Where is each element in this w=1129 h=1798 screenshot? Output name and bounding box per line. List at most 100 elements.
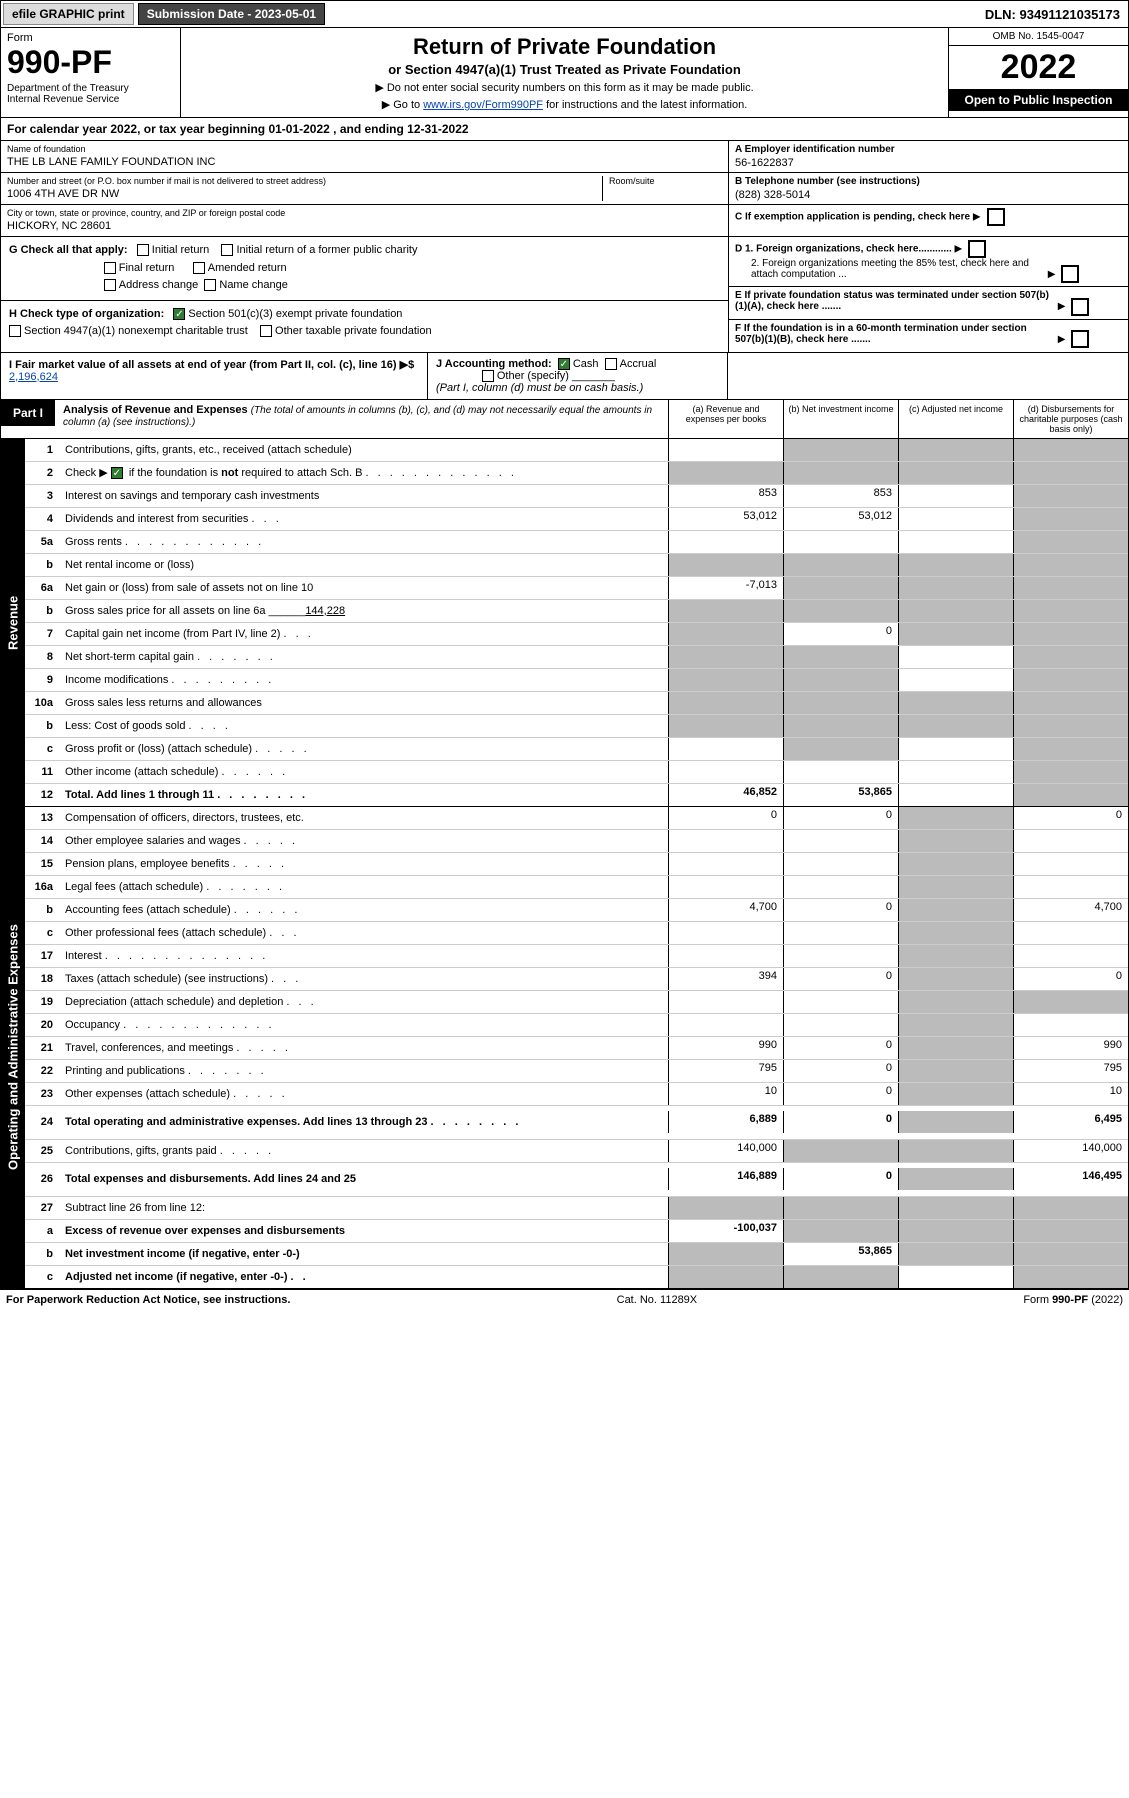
form-link[interactable]: www.irs.gov/Form990PF — [423, 99, 543, 111]
row-21: Travel, conferences, and meetings . . . … — [61, 1040, 668, 1056]
revenue-section: Revenue 1Contributions, gifts, grants, e… — [0, 439, 1129, 807]
g-opt-2: Address change — [119, 279, 199, 291]
r27b-b: 53,865 — [783, 1243, 898, 1265]
expenses-side-label: Operating and Administrative Expenses — [1, 807, 25, 1288]
r3-b: 853 — [783, 485, 898, 507]
row-10c: Gross profit or (loss) (attach schedule)… — [61, 741, 668, 757]
addr-label: Number and street (or P.O. box number if… — [7, 176, 602, 186]
checkbox-d2[interactable] — [1061, 265, 1079, 283]
h-section: H Check type of organization: ✓Section 5… — [1, 301, 728, 346]
part1-title: Analysis of Revenue and Expenses — [63, 404, 248, 416]
checkbox-accrual[interactable] — [605, 358, 617, 370]
row-22: Printing and publications . . . . . . . — [61, 1063, 668, 1079]
row-17: Interest . . . . . . . . . . . . . . — [61, 948, 668, 964]
r24-a: 6,889 — [668, 1111, 783, 1133]
checkbox-initial[interactable] — [137, 244, 149, 256]
j-cash: Cash — [573, 358, 599, 370]
g-opt-5: Name change — [219, 279, 288, 291]
checkbox-name-change[interactable] — [204, 279, 216, 291]
g-section: G Check all that apply: Initial return I… — [1, 237, 728, 301]
d2-label: 2. Foreign organizations meeting the 85%… — [735, 258, 1045, 280]
checkbox-cash[interactable]: ✓ — [558, 358, 570, 370]
row-3: Interest on savings and temporary cash i… — [61, 488, 668, 504]
checkbox-final[interactable] — [104, 262, 116, 274]
header-left: Form 990-PF Department of the Treasury I… — [1, 28, 181, 117]
city-label: City or town, state or province, country… — [7, 208, 722, 218]
tax-year: 2022 — [949, 46, 1128, 89]
r26-d: 146,495 — [1013, 1168, 1128, 1190]
f-label: F If the foundation is in a 60-month ter… — [735, 323, 1055, 345]
f-section-2 — [728, 353, 1128, 399]
row-20: Occupancy . . . . . . . . . . . . . — [61, 1017, 668, 1033]
r23-a: 10 — [668, 1083, 783, 1105]
checkbox-schb[interactable]: ✓ — [111, 467, 123, 479]
checkbox-e[interactable] — [1071, 298, 1089, 316]
note2-post: for instructions and the latest informat… — [543, 99, 747, 111]
row-19: Depreciation (attach schedule) and deple… — [61, 994, 668, 1010]
foundation-name: THE LB LANE FAMILY FOUNDATION INC — [7, 156, 722, 168]
checkbox-other-method[interactable] — [482, 370, 494, 382]
header-right: OMB No. 1545-0047 2022 Open to Public In… — [948, 28, 1128, 117]
checkbox-initial-former[interactable] — [221, 244, 233, 256]
col-a-hdr: (a) Revenue and expenses per books — [668, 400, 783, 438]
row-4: Dividends and interest from securities .… — [61, 511, 668, 527]
row-16b: Accounting fees (attach schedule) . . . … — [61, 902, 668, 918]
checkbox-amended[interactable] — [193, 262, 205, 274]
room-label: Room/suite — [609, 176, 722, 186]
addr-cell: Number and street (or P.O. box number if… — [1, 173, 728, 205]
row-24: Total operating and administrative expen… — [61, 1114, 668, 1130]
a-cell: A Employer identification number 56-1622… — [729, 141, 1128, 173]
row-14: Other employee salaries and wages . . . … — [61, 833, 668, 849]
row-23: Other expenses (attach schedule) . . . .… — [61, 1086, 668, 1102]
name-label: Name of foundation — [7, 144, 722, 154]
title-sub: or Section 4947(a)(1) Trust Treated as P… — [187, 62, 942, 77]
checkbox-4947[interactable] — [9, 325, 21, 337]
note2-pre: ▶ Go to — [382, 99, 423, 111]
row-8: Net short-term capital gain . . . . . . … — [61, 649, 668, 665]
checkbox-d1[interactable] — [968, 240, 986, 258]
form-number: 990-PF — [7, 44, 174, 81]
j-accrual: Accrual — [620, 358, 657, 370]
checkbox-c[interactable] — [987, 208, 1005, 226]
efile-button[interactable]: efile GRAPHIC print — [3, 3, 134, 25]
row-18: Taxes (attach schedule) (see instruction… — [61, 971, 668, 987]
d-cell: D 1. Foreign organizations, check here..… — [729, 237, 1128, 287]
r4-a: 53,012 — [668, 508, 783, 530]
col-b-hdr: (b) Net investment income — [783, 400, 898, 438]
top-bar: efile GRAPHIC print Submission Date - 20… — [0, 0, 1129, 28]
row-9: Income modifications . . . . . . . . . — [61, 672, 668, 688]
row-10a: Gross sales less returns and allowances — [61, 695, 668, 711]
r24-d: 6,495 — [1013, 1111, 1128, 1133]
submission-button[interactable]: Submission Date - 2023-05-01 — [138, 3, 325, 25]
part1-header: Part I Analysis of Revenue and Expenses … — [0, 400, 1129, 439]
r21-d: 990 — [1013, 1037, 1128, 1059]
a-label: A Employer identification number — [735, 144, 1122, 155]
note-1: ▶ Do not enter social security numbers o… — [187, 81, 942, 94]
calendar-year: For calendar year 2022, or tax year begi… — [0, 118, 1129, 141]
row-27b: Net investment income (if negative, ente… — [61, 1246, 668, 1262]
checkbox-f[interactable] — [1071, 330, 1089, 348]
r21-b: 0 — [783, 1037, 898, 1059]
row-7: Capital gain net income (from Part IV, l… — [61, 626, 668, 642]
checkbox-501c3[interactable]: ✓ — [173, 308, 185, 320]
row-12: Total. Add lines 1 through 11 . . . . . … — [61, 787, 668, 803]
row-27c: Adjusted net income (if negative, enter … — [61, 1269, 668, 1285]
checkbox-other-tax[interactable] — [260, 325, 272, 337]
revenue-rows: 1Contributions, gifts, grants, etc., rec… — [25, 439, 1128, 806]
r18-b: 0 — [783, 968, 898, 990]
d1-label: D 1. Foreign organizations, check here..… — [735, 244, 952, 255]
r25-a: 140,000 — [668, 1140, 783, 1162]
checkbox-address[interactable] — [104, 279, 116, 291]
row-13: Compensation of officers, directors, tru… — [61, 810, 668, 826]
info-grid: Name of foundation THE LB LANE FAMILY FO… — [0, 141, 1129, 353]
b-label: B Telephone number (see instructions) — [735, 176, 1122, 187]
dln-text: DLN: 93491121035173 — [985, 7, 1126, 22]
row-15: Pension plans, employee benefits . . . .… — [61, 856, 668, 872]
r18-d: 0 — [1013, 968, 1128, 990]
header-mid: Return of Private Foundation or Section … — [181, 28, 948, 117]
revenue-side-label: Revenue — [1, 439, 25, 806]
r6a-a: -7,013 — [668, 577, 783, 599]
fmv-link[interactable]: 2,196,624 — [9, 371, 58, 383]
c-label: C If exemption application is pending, c… — [735, 212, 970, 223]
title-main: Return of Private Foundation — [187, 34, 942, 60]
